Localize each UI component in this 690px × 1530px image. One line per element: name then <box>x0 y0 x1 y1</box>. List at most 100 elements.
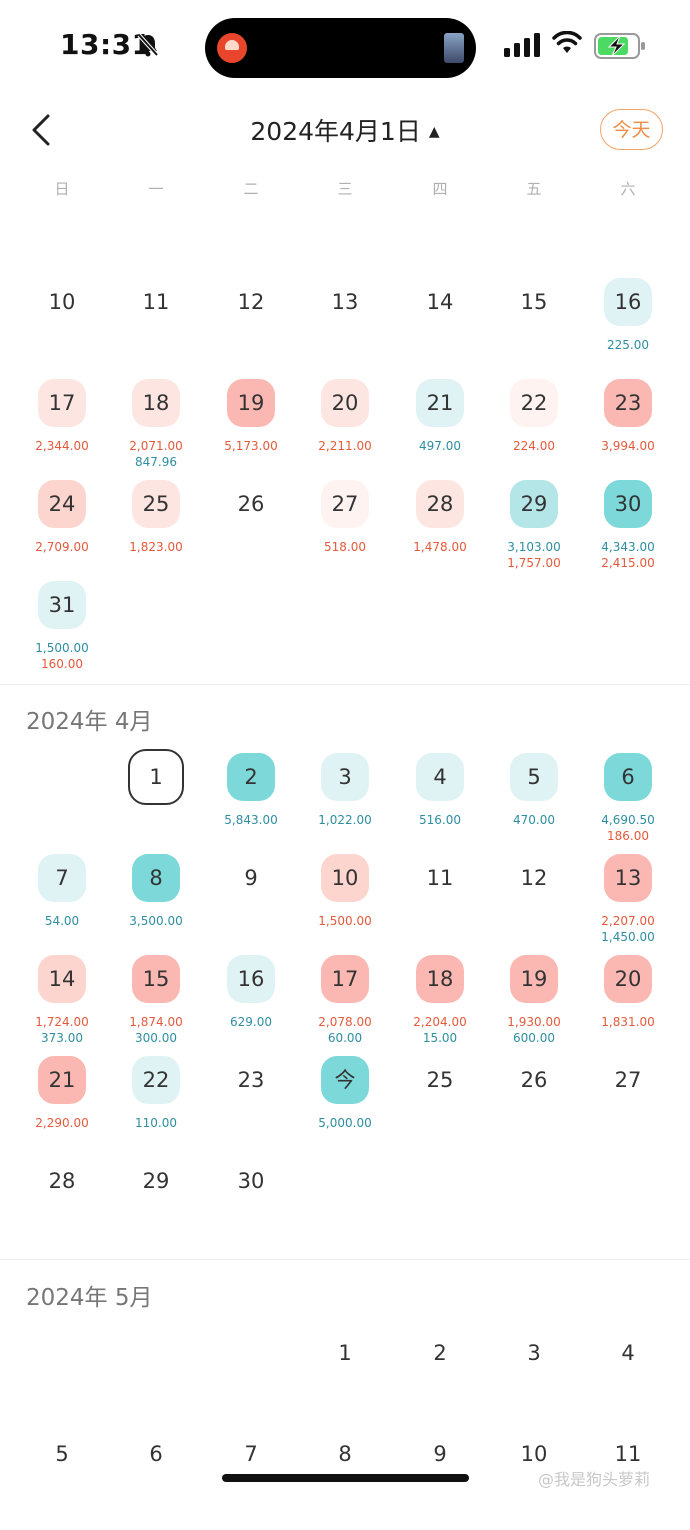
day-cell[interactable]: 4 <box>581 1329 675 1429</box>
expense-amount: 1,724.00 <box>35 1015 89 1029</box>
day-cell[interactable]: 10 <box>15 278 109 378</box>
day-cell[interactable]: 5 470.00 <box>487 753 581 853</box>
expense-amount: 2,709.00 <box>35 540 89 554</box>
day-cell[interactable]: 12 <box>204 278 298 378</box>
day-cell[interactable]: 24 2,709.00 <box>15 480 109 580</box>
day-cell[interactable]: 30 4,343.00 2,415.00 <box>581 480 675 580</box>
day-cell[interactable]: 18 2,071.00 847.96 <box>109 379 203 479</box>
day-cell[interactable]: 14 <box>393 278 487 378</box>
day-cell[interactable]: 18 2,204.00 15.00 <box>393 955 487 1055</box>
day-cell[interactable]: 7 54.00 <box>15 854 109 954</box>
day-cell[interactable]: 12 <box>487 854 581 954</box>
day-cell[interactable]: 26 <box>487 1056 581 1156</box>
day-cell[interactable]: 11 <box>581 1430 675 1530</box>
day-number: 19 <box>227 379 275 427</box>
expense-amount: 1,874.00 <box>129 1015 183 1029</box>
day-cell[interactable]: 8 <box>298 1430 392 1530</box>
day-number: 2 <box>433 1341 447 1365</box>
weekday-fri: 五 <box>526 180 542 198</box>
day-cell[interactable]: 25 1,823.00 <box>109 480 203 580</box>
income-amount: 373.00 <box>41 1031 83 1045</box>
day-cell[interactable]: 3 <box>487 1329 581 1429</box>
day-cell[interactable]: 20 1,831.00 <box>581 955 675 1055</box>
home-indicator[interactable] <box>222 1474 469 1482</box>
day-cell[interactable]: 26 <box>204 480 298 580</box>
day-cell[interactable]: 21 2,290.00 <box>15 1056 109 1156</box>
day-cell[interactable]: 28 <box>15 1157 109 1257</box>
day-cell[interactable]: 20 2,211.00 <box>298 379 392 479</box>
income-amount: 600.00 <box>513 1031 555 1045</box>
day-cell[interactable]: 30 <box>204 1157 298 1257</box>
day-cell[interactable]: 5 <box>15 1430 109 1530</box>
day-number: 31 <box>38 581 86 629</box>
day-number: 12 <box>237 290 265 314</box>
day-number: 21 <box>416 379 464 427</box>
day-number: 16 <box>227 955 275 1003</box>
watermark: @我是狗头萝莉 <box>538 1470 651 1489</box>
day-cell[interactable]: 15 1,874.00 300.00 <box>109 955 203 1055</box>
day-cell[interactable]: 11 <box>393 854 487 954</box>
day-cell[interactable]: 7 <box>204 1430 298 1530</box>
day-number: 11 <box>614 1442 642 1466</box>
expense-amount: 2,211.00 <box>318 439 372 453</box>
day-number: 12 <box>520 866 548 890</box>
day-cell[interactable]: 3 1,022.00 <box>298 753 392 853</box>
day-cell[interactable]: 11 <box>109 278 203 378</box>
back-button[interactable] <box>28 112 58 148</box>
day-cell[interactable]: 16 629.00 <box>204 955 298 1055</box>
day-cell[interactable]: 6 <box>109 1430 203 1530</box>
day-cell[interactable]: 22 110.00 <box>109 1056 203 1156</box>
income-amount: 5,000.00 <box>318 1116 372 1130</box>
day-cell[interactable]: 9 <box>204 854 298 954</box>
day-cell[interactable]: 13 <box>298 278 392 378</box>
day-cell[interactable]: 1 <box>109 749 203 853</box>
expense-amount: 1,757.00 <box>507 556 561 570</box>
month-divider <box>0 1259 690 1260</box>
day-number: 16 <box>604 278 652 326</box>
day-cell[interactable]: 2 <box>393 1329 487 1429</box>
day-cell[interactable]: 23 3,994.00 <box>581 379 675 479</box>
day-cell[interactable]: 2 5,843.00 <box>204 753 298 853</box>
day-cell[interactable]: 31 1,500.00 160.00 <box>15 581 109 681</box>
day-cell[interactable]: 14 1,724.00 373.00 <box>15 955 109 1055</box>
day-cell[interactable]: 1 <box>298 1329 392 1429</box>
date-picker-title[interactable]: 2024年4月1日 ▲ <box>0 112 690 148</box>
day-cell[interactable]: 29 3,103.00 1,757.00 <box>487 480 581 580</box>
day-cell[interactable]: 4 516.00 <box>393 753 487 853</box>
today-button[interactable]: 今天 <box>600 109 663 150</box>
day-cell[interactable]: 23 <box>204 1056 298 1156</box>
day-cell[interactable]: 10 1,500.00 <box>298 854 392 954</box>
day-cell[interactable]: 9 <box>393 1430 487 1530</box>
day-number: 28 <box>416 480 464 528</box>
day-number: 24 <box>38 480 86 528</box>
dynamic-island <box>205 18 476 78</box>
income-amount: 516.00 <box>419 813 461 827</box>
day-cell[interactable]: 今 5,000.00 <box>298 1056 392 1156</box>
day-cell[interactable]: 22 224.00 <box>487 379 581 479</box>
day-cell[interactable]: 19 1,930.00 600.00 <box>487 955 581 1055</box>
caret-up-icon: ▲ <box>428 124 440 140</box>
day-cell[interactable]: 13 2,207.00 1,450.00 <box>581 854 675 954</box>
day-number: 4 <box>621 1341 635 1365</box>
day-cell[interactable]: 21 497.00 <box>393 379 487 479</box>
day-cell[interactable]: 15 <box>487 278 581 378</box>
day-cell[interactable]: 19 5,173.00 <box>204 379 298 479</box>
day-cell[interactable]: 10 <box>487 1430 581 1530</box>
wifi-icon <box>552 30 582 59</box>
day-cell[interactable]: 25 <box>393 1056 487 1156</box>
day-number: 29 <box>142 1169 170 1193</box>
day-number: 11 <box>142 290 170 314</box>
day-cell[interactable]: 17 2,344.00 <box>15 379 109 479</box>
day-cell[interactable]: 16 225.00 <box>581 278 675 378</box>
income-amount: 1,500.00 <box>35 641 89 655</box>
day-cell[interactable]: 29 <box>109 1157 203 1257</box>
day-cell[interactable]: 27 <box>581 1056 675 1156</box>
day-cell[interactable]: 6 4,690.50 186.00 <box>581 753 675 853</box>
day-cell[interactable]: 8 3,500.00 <box>109 854 203 954</box>
day-cell[interactable]: 27 518.00 <box>298 480 392 580</box>
income-amount: 629.00 <box>230 1015 272 1029</box>
day-cell[interactable]: 17 2,078.00 60.00 <box>298 955 392 1055</box>
day-cell[interactable]: 28 1,478.00 <box>393 480 487 580</box>
day-number: 8 <box>338 1442 352 1466</box>
status-bar: 13:31 <box>0 0 690 96</box>
